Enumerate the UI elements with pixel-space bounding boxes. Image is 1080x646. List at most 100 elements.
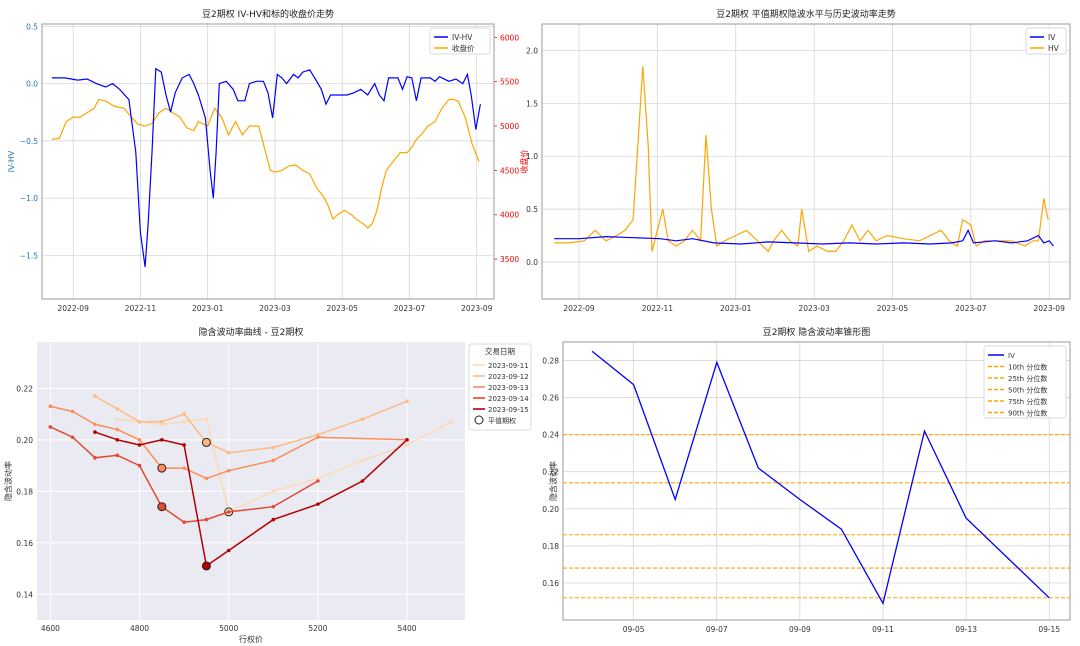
panel-atm-iv-hv: 2022-09 2022-11 2023-01 2023-03 2023-05 2023-… (526, 8, 1071, 313)
p1-y-tick-label: 0.0 (26, 80, 38, 89)
p3-x-tick-label: 5000 (219, 624, 238, 633)
panel-iv-hv-close: 2022-09 2022-11 2023-01 2023-03 2023-05 2023-… (7, 8, 529, 313)
p3-legend-label: 2023-09-11 (488, 362, 529, 370)
p1-title: 豆2期权 IV-HV和标的收盘价走势 (202, 8, 334, 20)
p3-title: 隐含波动率曲线 - 豆2期权 (199, 326, 304, 338)
p1-y2-tick-label: 5500 (500, 78, 519, 87)
p3-series-point (93, 422, 97, 427)
p4-y-tick-label: 0.22 (542, 468, 559, 477)
p1-series-iv-hv-line (51, 67, 481, 267)
p2-y-tick-label: 1.0 (526, 152, 538, 161)
p3-series-point (316, 432, 320, 437)
p3-series-point (70, 409, 75, 414)
p4-legend-label: 75th 分位数 (1008, 397, 1047, 406)
p3-series-point (137, 443, 142, 447)
p1-y-tick-label: −1.5 (20, 251, 38, 260)
p3-series-point (316, 502, 320, 506)
p3-legend-atm-label: 平值期权 (488, 416, 516, 425)
p3-series-point (360, 417, 365, 422)
p3-series-point (137, 438, 142, 442)
p3-legend-label: 2023-09-12 (488, 373, 529, 381)
p3-series-point (48, 404, 53, 409)
p3-y-tick-label: 0.18 (16, 487, 33, 496)
p2-x-tick-label: 2022-09 (563, 304, 595, 313)
p3-series-point (93, 430, 97, 434)
p3-atm-marker (157, 502, 167, 512)
p1-y2-tick-label: 4000 (500, 211, 519, 220)
p3-series-point (360, 458, 365, 463)
p2-series-iv-line (554, 228, 1054, 247)
p3-plot-background (37, 342, 465, 620)
p3-legend-atm-marker (474, 415, 484, 425)
p2-x-tick-label: 2023-03 (798, 304, 830, 313)
p3-legend-label: 2023-09-15 (488, 406, 529, 414)
p3-series-point (70, 435, 75, 440)
p3-series-point (93, 394, 97, 398)
p1-x-tick-label: 2022-11 (125, 304, 157, 313)
p3-y-tick-label: 0.20 (16, 436, 33, 445)
p4-legend-label: 25th 分位数 (1008, 374, 1047, 383)
p3-series-point (226, 510, 231, 514)
p3-series-point (449, 419, 454, 424)
p2-plot-frame (541, 23, 1071, 300)
p3-series-point (137, 419, 142, 424)
p3-atm-marker (157, 463, 167, 473)
p3-series-point (115, 417, 120, 422)
p1-y2-tick-label: 3500 (500, 255, 519, 264)
p3-series-point (204, 476, 209, 481)
p4-x-tick-label: 09-11 (872, 625, 894, 634)
p3-series-point (182, 520, 186, 524)
p4-series-iv-line (591, 350, 1050, 606)
p1-y-axis-label: IV-HV (7, 150, 16, 172)
p1-y2-tick-label: 5000 (500, 122, 519, 131)
p4-title: 豆2期权 隐含波动率锥形图 (763, 326, 871, 338)
p1-x-tick-label: 2023-07 (394, 304, 426, 313)
p4-legend-label: 50th 分位数 (1008, 386, 1047, 395)
p1-x-tick-label: 2023-05 (327, 304, 359, 313)
panel-smile: 4600 4800 5000 5200 5400 0.14 0.16 0.18 0.20 0.22… (3, 326, 532, 644)
p3-series-point (226, 548, 231, 553)
p2-x-tick-label: 2023-09 (1034, 304, 1066, 313)
p2-legend-label: HV (1048, 44, 1060, 53)
p4-x-tick-label: 09-15 (1038, 625, 1060, 634)
p4-x-tick-label: 09-05 (623, 625, 645, 634)
p3-legend-label: 2023-09-13 (488, 384, 529, 392)
p2-y-tick-label: 0.0 (526, 258, 538, 267)
p3-series-point (316, 476, 320, 481)
p3-series-point (271, 445, 276, 450)
p1-x-tick-label: 2023-01 (192, 304, 224, 313)
p3-series-point (405, 443, 409, 447)
p3-series-point (271, 504, 276, 509)
p1-y2-axis-label: 收盘价 (519, 150, 529, 174)
p3-series-point (182, 419, 186, 424)
p3-atm-marker (201, 561, 211, 571)
p3-series-point (271, 458, 276, 463)
p3-series-point (316, 435, 320, 440)
p1-plot-frame (41, 23, 495, 300)
p4-y-tick-label: 0.18 (542, 542, 559, 551)
p1-y2-tick-label: 6000 (500, 33, 519, 42)
p3-atm-marker (201, 437, 211, 447)
p1-y-tick-label: −1.0 (20, 194, 38, 203)
p4-y-tick-label: 0.24 (542, 431, 559, 440)
p3-series-point (360, 479, 365, 483)
p1-x-tick-label: 2023-09 (461, 304, 493, 313)
p4-y-tick-label: 0.20 (542, 505, 559, 514)
p4-x-tick-label: 09-09 (789, 625, 811, 634)
p3-series-point (115, 407, 120, 411)
p3-series-point (160, 438, 164, 442)
p3-series-point (204, 517, 209, 522)
p3-x-tick-label: 5400 (397, 624, 416, 633)
p2-x-tick-label: 2022-11 (642, 304, 674, 313)
p2-x-tick-label: 2023-05 (877, 304, 909, 313)
p4-y-tick-label: 0.26 (542, 394, 559, 403)
p2-y-tick-label: 2.0 (526, 46, 538, 55)
p3-y-tick-label: 0.22 (16, 384, 33, 393)
p1-y2-tick-label: 4500 (500, 166, 519, 175)
p3-series-point (182, 466, 186, 470)
p3-series-point (271, 489, 276, 494)
p3-series-point (48, 425, 53, 429)
p4-y-tick-label: 0.28 (542, 357, 559, 366)
p3-series-point (115, 453, 120, 458)
